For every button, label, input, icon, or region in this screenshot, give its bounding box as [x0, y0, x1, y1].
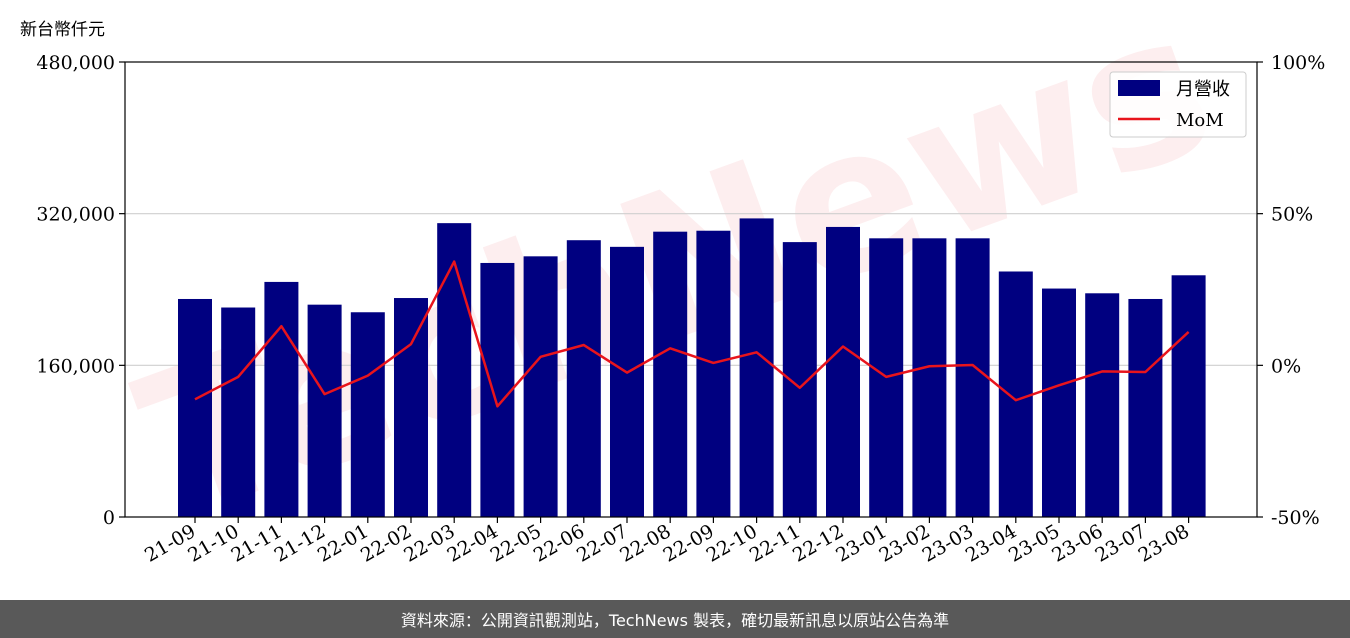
- legend-bar-swatch: [1118, 80, 1160, 96]
- bar-22-04: [480, 263, 514, 517]
- bar-22-03: [437, 223, 471, 517]
- bar-22-05: [524, 256, 558, 517]
- source-footer: 資料來源：公開資訊觀測站，TechNews 製表，確切最新訊息以原站公告為準: [0, 600, 1350, 638]
- bar-23-08: [1172, 275, 1206, 517]
- bar-21-10: [221, 308, 255, 517]
- legend-bar-label: 月營收: [1176, 79, 1230, 100]
- bar-22-06: [567, 240, 601, 517]
- bar-23-07: [1128, 299, 1162, 517]
- bar-22-09: [696, 231, 730, 517]
- bar-21-11: [264, 282, 298, 517]
- bar-22-01: [351, 312, 385, 517]
- bar-22-10: [740, 218, 774, 517]
- bar-22-02: [394, 298, 428, 517]
- bar-22-12: [826, 227, 860, 517]
- bar-23-02: [912, 238, 946, 517]
- left-tick-label: 480,000: [36, 52, 115, 74]
- bar-23-06: [1085, 293, 1119, 517]
- right-tick-label: -50%: [1271, 507, 1320, 529]
- bar-22-08: [653, 232, 687, 517]
- right-tick-label: 50%: [1271, 204, 1313, 226]
- right-axis: -50% 0% 50% 100%: [1257, 52, 1325, 529]
- left-tick-label: 0: [103, 507, 115, 529]
- left-tick-label: 160,000: [36, 355, 115, 377]
- right-tick-label: 0%: [1271, 355, 1301, 377]
- bar-21-12: [308, 305, 342, 517]
- bar-22-07: [610, 247, 644, 517]
- bar-23-04: [999, 271, 1033, 517]
- bar-23-05: [1042, 289, 1076, 517]
- x-tick-label: 23-08: [1135, 520, 1193, 566]
- legend: 月營收 MoM: [1110, 72, 1246, 137]
- bar-23-03: [956, 238, 990, 517]
- left-tick-label: 320,000: [36, 204, 115, 226]
- left-axis: 0 160,000 320,000 480,000: [36, 52, 125, 529]
- right-tick-label: 100%: [1271, 52, 1325, 74]
- legend-line-label: MoM: [1176, 110, 1224, 131]
- bar-21-09: [178, 299, 212, 517]
